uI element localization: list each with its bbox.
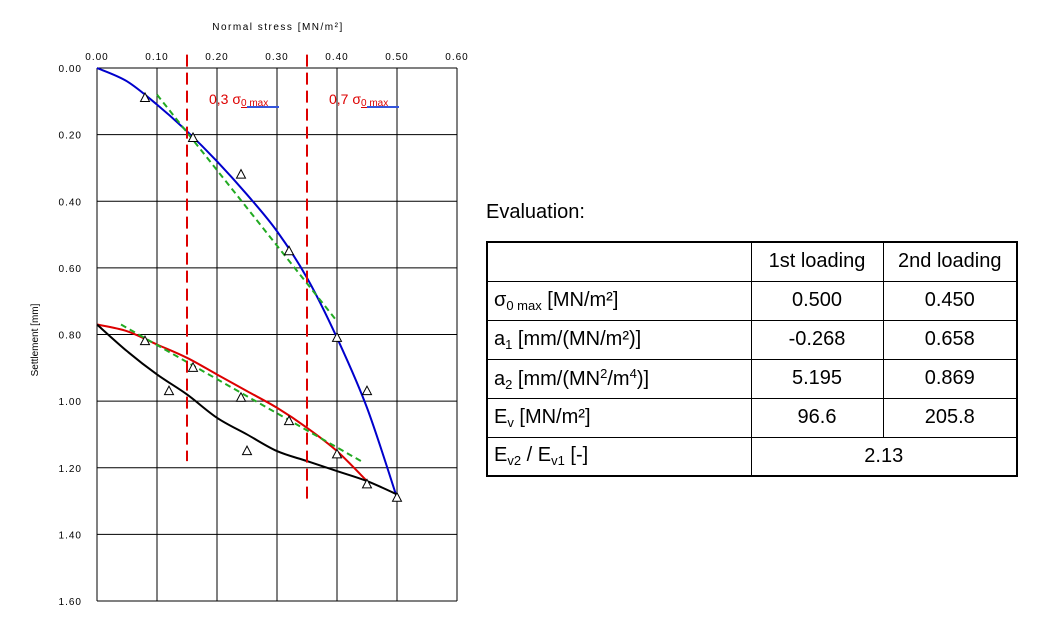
y-tick-label: 0.20 [59, 131, 82, 142]
value-2nd: 205.8 [882, 397, 1018, 438]
header-2nd-loading: 2nd loading [882, 241, 1018, 282]
data-point [139, 91, 151, 102]
data-point [283, 245, 295, 256]
data-point [235, 391, 247, 402]
table-row-ratio: Ev2 / Ev1 [-] 2.13 [486, 436, 1018, 477]
value-2nd: 0.450 [882, 280, 1018, 321]
evaluation-table: 1st loading 2nd loading σ0 max [MN/m²] 0… [486, 241, 1018, 477]
first-loading-secant [156, 94, 338, 322]
row-label: a1 [mm/(MN/m²)] [486, 319, 752, 360]
x-axis-label: Normal stress [MN/m²] [212, 22, 344, 33]
y-tick-label: 1.40 [59, 530, 82, 541]
y-tick-label: 0.80 [59, 331, 82, 342]
value-1st: -0.268 [750, 319, 884, 360]
data-point [187, 361, 199, 372]
evaluation-title: Evaluation: [486, 201, 585, 223]
data-point [139, 335, 151, 346]
data-point [235, 168, 247, 179]
y-tick-label: 1.20 [59, 464, 82, 475]
x-tick-label: 0.20 [205, 52, 228, 63]
unloading-curve [96, 323, 398, 496]
data-point [331, 331, 343, 342]
y-tick-label: 0.40 [59, 197, 82, 208]
table-row-a1: a1 [mm/(MN/m²)] -0.268 0.658 [486, 319, 1018, 360]
x-tick-label: 0.00 [85, 52, 108, 63]
data-point [331, 448, 343, 459]
table-header-row: 1st loading 2nd loading [486, 241, 1018, 282]
x-tick-label: 0.30 [265, 52, 288, 63]
y-tick-label: 1.60 [59, 597, 82, 608]
row-label: a2 [mm/(MN2/m4)] [486, 358, 752, 399]
table-row-a2: a2 [mm/(MN2/m4)] 5.195 0.869 [486, 358, 1018, 399]
data-point [187, 131, 199, 142]
header-1st-loading: 1st loading [750, 241, 884, 282]
header-empty-cell [486, 241, 752, 282]
row-label: Ev [MN/m²] [486, 397, 752, 438]
x-tick-label: 0.60 [445, 52, 468, 63]
y-axis-label: Settlement [mm] [30, 303, 41, 376]
value-1st: 5.195 [750, 358, 884, 399]
x-tick-label: 0.50 [385, 52, 408, 63]
stress-annotation: 0,7 σ0 max [329, 91, 388, 109]
second-loading-secant [120, 323, 362, 462]
ratio-value: 2.13 [750, 436, 1018, 477]
value-2nd: 0.869 [882, 358, 1018, 399]
row-label: σ0 max [MN/m²] [486, 280, 752, 321]
table-row-sigma: σ0 max [MN/m²] 0.500 0.450 [486, 280, 1018, 321]
value-1st: 96.6 [750, 397, 884, 438]
data-point [391, 491, 403, 502]
data-point [163, 385, 175, 396]
y-tick-label: 0.60 [59, 264, 82, 275]
data-point [241, 445, 253, 456]
value-2nd: 0.658 [882, 319, 1018, 360]
value-1st: 0.500 [750, 280, 884, 321]
data-point [283, 415, 295, 426]
y-tick-label: 0.00 [59, 64, 82, 75]
first-loading-curve [96, 67, 398, 499]
x-tick-label: 0.10 [145, 52, 168, 63]
stress-annotation: 0,3 σ0 max [209, 91, 268, 109]
data-point [361, 478, 373, 489]
second-loading-curve [96, 323, 368, 482]
table-row-ev: Ev [MN/m²] 96.6 205.8 [486, 397, 1018, 438]
y-tick-label: 1.00 [59, 397, 82, 408]
data-point [361, 385, 373, 396]
settlement-chart: 0.00 0.10 0.20 0.30 0.40 0.50 0.60 0.00 0.20 0.40… [30, 22, 468, 608]
x-tick-label: 0.40 [325, 52, 348, 63]
row-label: Ev2 / Ev1 [-] [486, 436, 752, 477]
